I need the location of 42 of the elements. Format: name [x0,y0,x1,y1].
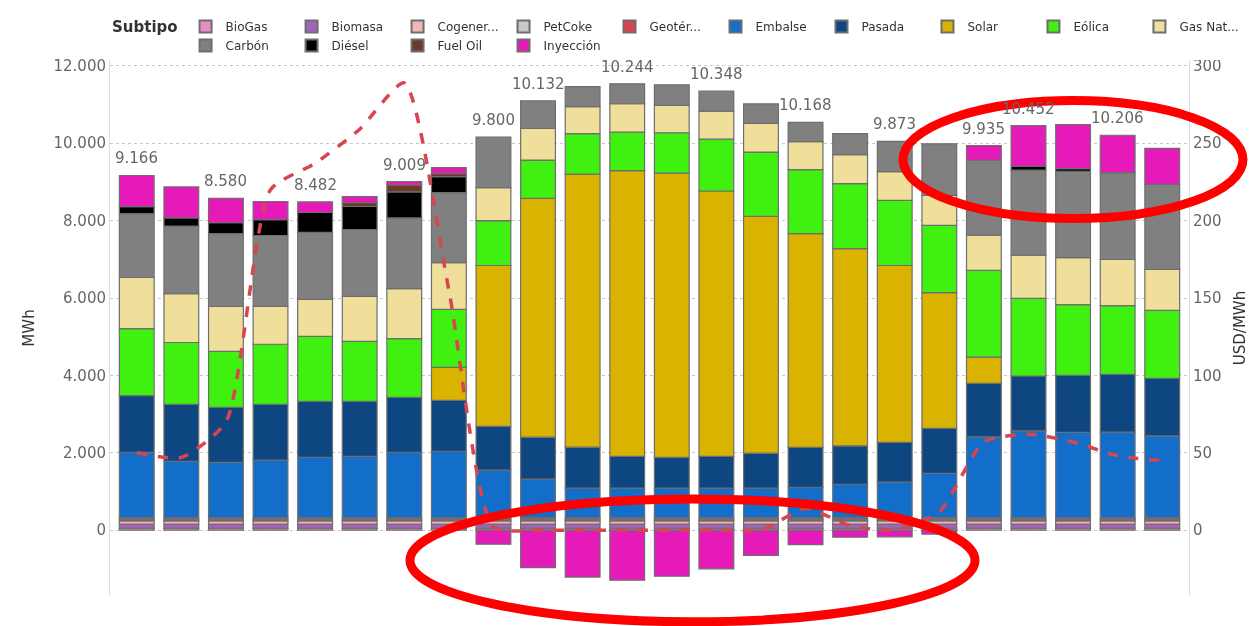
total-label: 9.873 [873,115,916,133]
total-label: 10.132 [512,75,565,93]
y2-tick-label: 100 [1193,366,1222,385]
y-tick-label: 6.000 [63,289,106,308]
legend-label: Inyección [543,39,601,54]
y-tick-label: 2.000 [63,444,106,463]
y2-tick-label: 50 [1193,444,1213,463]
total-label: 9.800 [472,111,515,129]
legend-label: Pasada [861,20,905,35]
total-label: 10.168 [779,96,832,114]
total-label: 10.206 [1091,109,1144,127]
legend-label: Gas Nat... [1179,20,1239,35]
y-tick-label: 0 [96,521,106,540]
legend-title: Subtipo [112,17,178,36]
total-label: 10.348 [690,65,743,83]
y-tick-label: 10.000 [53,134,106,153]
total-label: 10.244 [601,58,654,76]
total-label: 9.935 [962,120,1005,138]
legend-label: Biomasa [331,20,384,35]
legend-label: PetCoke [543,20,593,35]
y-tick-label: 12.000 [53,57,106,76]
y-tick-label: 8.000 [63,211,106,230]
legend-label: Cogener... [437,20,499,35]
total-label: 9.166 [115,149,158,167]
y-tick-label: 4.000 [63,366,106,385]
legend-label: Diésel [331,39,369,54]
y2-tick-label: 0 [1193,521,1203,540]
legend-label: Geotér... [649,20,701,35]
y2-tick-label: 150 [1193,289,1222,308]
legend-label: Fuel Oil [437,39,483,54]
legend-label: Solar [967,20,999,35]
y-axis-title: MWh [19,309,38,347]
total-label: 8.580 [204,172,247,190]
legend-label: Embalse [755,20,807,35]
legend-label: Carbón [225,39,269,54]
y2-tick-label: 200 [1193,211,1222,230]
legend-label: BioGas [225,20,268,35]
legend-label: Eólica [1073,20,1109,35]
y2-axis-title: USD/MWh [1231,290,1249,366]
y2-tick-label: 250 [1193,134,1222,153]
total-label: 9.009 [383,156,426,174]
total-label: 8.482 [294,176,337,194]
